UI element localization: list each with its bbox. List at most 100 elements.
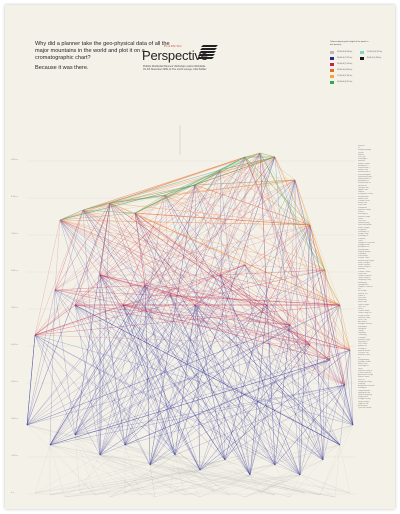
trace-line <box>164 194 351 351</box>
trace-line <box>249 474 351 494</box>
peak-name: Distaghil Sar <box>358 186 369 189</box>
trace-line <box>174 454 186 496</box>
peak-name: Masherbrum <box>358 195 369 198</box>
trace-line <box>82 209 341 306</box>
peak-name: Siguang Ri <box>358 341 368 344</box>
trace-line <box>109 202 171 296</box>
trace-line <box>54 219 61 291</box>
legend-title: Colours depicting the height of the peak… <box>330 41 369 46</box>
trace-line <box>124 264 246 446</box>
trace-line <box>294 179 351 351</box>
trace-line <box>59 156 276 221</box>
trace-line <box>164 194 171 296</box>
peak-name: Gyachung Kang <box>358 175 372 178</box>
trace-line <box>94 424 354 496</box>
peak-name: Dhaulagiri VI <box>358 365 369 368</box>
trace-line <box>109 202 341 306</box>
peak-name: Gyala Peri <box>358 345 367 348</box>
trace-line <box>244 156 341 306</box>
peak-name: Changtse <box>358 252 367 255</box>
trace-line <box>289 324 311 346</box>
trace-line <box>74 202 111 436</box>
trace-line <box>339 444 351 494</box>
trace-line <box>134 156 246 214</box>
trace-line <box>244 156 311 226</box>
trace-line <box>34 334 311 346</box>
trace-line <box>59 219 341 306</box>
trace-line <box>144 264 246 286</box>
trace-line <box>219 169 251 476</box>
trace-line <box>82 156 276 211</box>
trace-line <box>122 304 301 476</box>
trace-line <box>199 179 296 471</box>
trace-line <box>54 202 111 291</box>
trace-line <box>82 209 196 306</box>
trace-line <box>74 349 351 436</box>
trace-line <box>74 224 311 306</box>
trace-line <box>294 179 301 476</box>
trace-line <box>82 156 246 211</box>
legend-label: 14,000 ft (4,267 m) <box>337 81 353 84</box>
peak-name: Nuptse <box>358 191 364 194</box>
peak-name: Noijin Kangsang <box>358 393 372 396</box>
brand-info: Publicis Worldwide Planners' Workshop Lo… <box>143 65 223 72</box>
trace-line <box>309 224 324 461</box>
trace-line <box>99 294 171 456</box>
trace-line <box>122 304 351 351</box>
trace-line <box>82 209 311 226</box>
trace-line <box>124 454 176 494</box>
trace-line <box>59 194 166 221</box>
y-tick-label: 3,000 m <box>11 381 18 383</box>
legend-swatch <box>330 63 334 66</box>
peak-name: Chamlang <box>358 334 367 337</box>
trace-line <box>169 294 341 306</box>
trace-line <box>59 179 296 221</box>
trace-line <box>124 444 246 498</box>
trace-line <box>122 194 166 306</box>
peak-name: Yukshin Gardan <box>358 274 372 277</box>
trace-line <box>82 209 276 466</box>
trace-line <box>134 184 196 214</box>
trace-line <box>144 284 351 351</box>
trace-line <box>349 349 354 426</box>
trace-line <box>49 444 96 496</box>
peak-name: Yutmaru Sar <box>358 352 369 355</box>
peak-name-list: Everest K2 Kangchenjunga Lhotse Makalu Cho Oy… <box>358 145 394 409</box>
trace-line <box>144 179 296 286</box>
trace-line <box>82 209 341 446</box>
trace-line <box>169 156 276 296</box>
peak-name: Kangchenjunga <box>358 149 372 152</box>
peak-name: Namcha Barwa <box>358 208 371 211</box>
trace-line <box>54 202 111 291</box>
trace-line <box>289 324 311 346</box>
trace-line <box>266 304 324 461</box>
trace-line <box>274 464 291 498</box>
trace-line <box>109 169 221 204</box>
trace-line <box>49 304 341 446</box>
trace-line <box>34 334 301 476</box>
trace-line <box>289 424 354 498</box>
trace-line <box>74 304 351 351</box>
peak-name: Talung <box>358 330 364 333</box>
trace-line <box>26 294 171 426</box>
trace-line <box>99 274 291 326</box>
peak-name: Chogolisa <box>358 228 367 231</box>
trace-line <box>122 304 291 326</box>
trace-line <box>194 169 221 306</box>
peak-name: Chomo Lonzo <box>358 200 370 203</box>
trace-line <box>219 152 261 171</box>
trace-line <box>74 202 111 306</box>
trace-line <box>124 194 166 446</box>
brand-stripes-icon <box>197 45 218 59</box>
trace-line <box>164 194 301 476</box>
trace-line <box>194 156 246 186</box>
trace-line <box>109 156 246 204</box>
trace-line <box>144 284 176 456</box>
peak-name: Skyang Kangri <box>358 250 371 253</box>
legend-swatch <box>330 57 334 60</box>
peak-name: Nanga Parbat <box>358 162 370 165</box>
trace-line <box>149 359 331 466</box>
y-tick-label: 0 m <box>11 492 15 494</box>
legend-swatch <box>360 51 364 54</box>
legend-label: 8,000 ft (2,438 m) <box>367 57 382 60</box>
